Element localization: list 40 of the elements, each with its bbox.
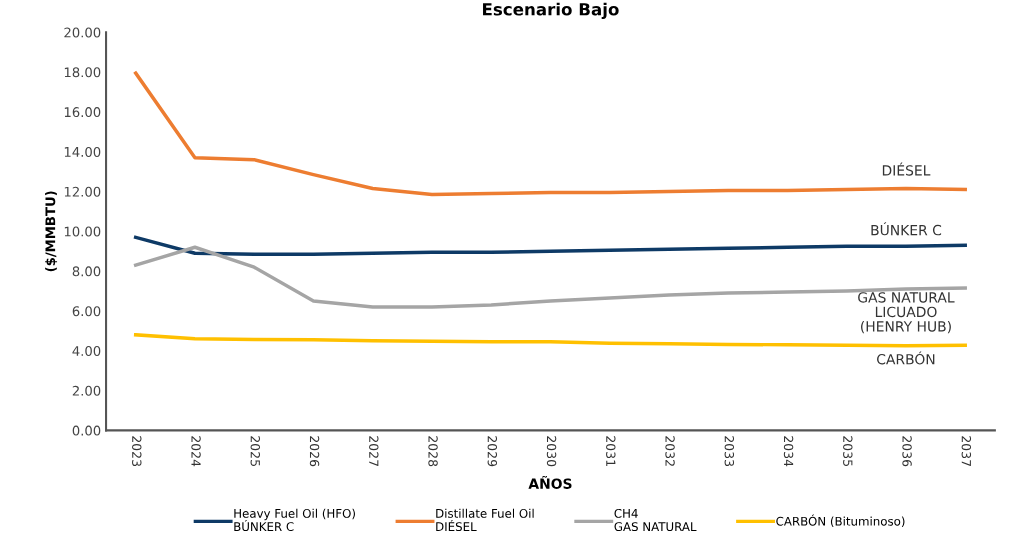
y-tick-label: 6.00 <box>72 306 101 317</box>
y-tick-label: 4.00 <box>72 346 101 356</box>
x-tick-label: 2031 <box>606 436 616 466</box>
legend-label: CH4 GAS NATURAL <box>614 508 697 532</box>
x-axis-title: AÑOS <box>528 475 572 489</box>
x-tick-label: 2029 <box>487 436 498 467</box>
annotation: CARBÓN <box>877 351 935 365</box>
x-tick-label: 2026 <box>309 436 320 467</box>
y-tick-label: 8.00 <box>72 266 101 277</box>
y-tick-label: 12.00 <box>64 186 101 197</box>
x-tick-label: 2030 <box>546 436 557 467</box>
y-tick-label: 14.00 <box>64 146 101 157</box>
legend-label: Heavy Fuel Oil (HFO) BÚNKER C <box>234 508 355 532</box>
line-series <box>133 71 967 197</box>
x-tick-label: 2032 <box>665 436 675 466</box>
y-tick-label: 10.00 <box>64 226 101 237</box>
x-tick-label: 2023 <box>132 436 142 467</box>
annotation: DIÉSEL <box>882 162 931 176</box>
x-tick-label: 2033 <box>724 436 735 467</box>
x-tick-label: 2034 <box>783 436 794 467</box>
line-series <box>133 333 967 348</box>
y-tick-label: 20.00 <box>64 27 101 38</box>
x-tick-label: 2024 <box>191 436 201 467</box>
annotation: GAS NATURAL LICUADO (HENRY HUB) <box>858 292 955 334</box>
x-tick-label: 2035 <box>843 436 853 466</box>
x-tick-label: 2028 <box>428 436 438 467</box>
chart-title: Escenario Bajo <box>483 2 619 19</box>
y-tick-label: 16.00 <box>64 107 101 118</box>
legend-label: CARBÓN (Bituminoso) <box>776 514 905 528</box>
y-tick-label: 0.00 <box>72 425 101 436</box>
x-tick-label: 2027 <box>369 436 379 466</box>
legend-label: Distillate Fuel Oil DIÉSEL <box>436 508 534 532</box>
y-axis-title: ($/MMBTU) <box>45 191 58 272</box>
x-tick-label: 2036 <box>902 436 912 467</box>
annotation: BÚNKER C <box>871 222 942 236</box>
line-series <box>133 235 967 256</box>
x-tick-label: 2025 <box>250 436 261 466</box>
y-tick-label: 18.00 <box>64 67 101 78</box>
x-tick-label: 2037 <box>961 436 972 466</box>
y-tick-label: 2.00 <box>72 385 101 396</box>
